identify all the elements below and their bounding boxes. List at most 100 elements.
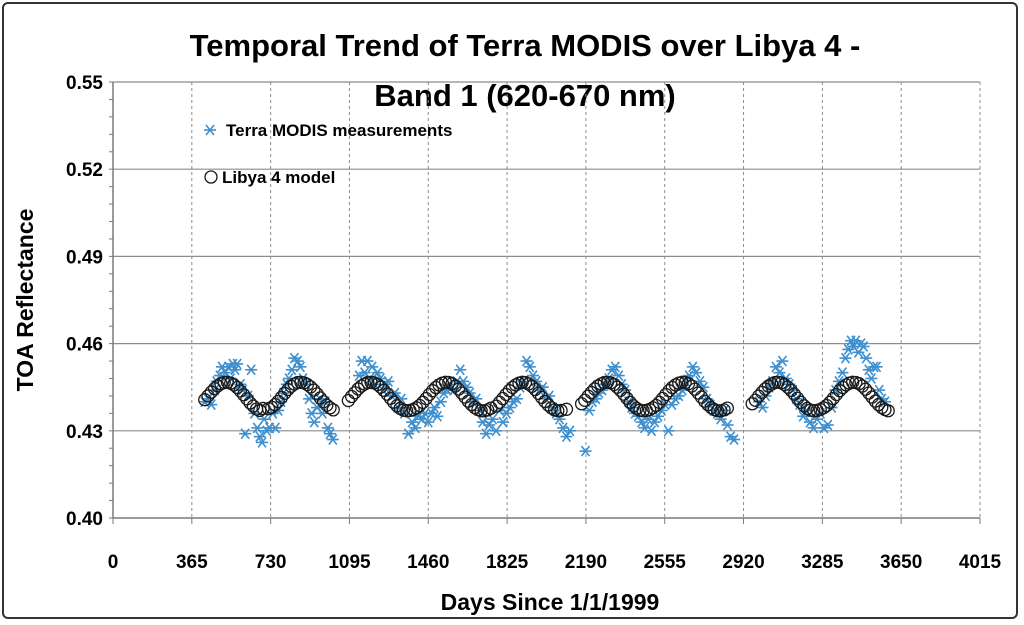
measurement-point (496, 416, 509, 428)
model-point (668, 378, 683, 392)
measurement-point (686, 361, 699, 373)
y-tick-label: 0.55 (66, 73, 103, 94)
measurement-point (665, 399, 678, 411)
measurement-point (503, 402, 516, 414)
y-tick-label: 0.40 (66, 509, 103, 530)
model-point (246, 399, 261, 413)
measurement-point (860, 352, 873, 364)
model-point (604, 376, 618, 390)
measurement-point (269, 422, 282, 434)
legend-label-model: Libya 4 model (222, 168, 335, 187)
model-point (813, 402, 827, 417)
measurement-point (870, 361, 883, 373)
measurement-point (769, 361, 782, 373)
x-tick-label: 365 (176, 552, 208, 573)
model-point (630, 401, 644, 416)
model-point (528, 382, 542, 397)
model-point (233, 384, 248, 398)
model-point (354, 379, 368, 393)
measurement-point (857, 341, 870, 353)
model-point (481, 403, 495, 417)
tick-labels: 0.40 0.43 0.46 0.49 0.52 0.55 0 365 730 1095 1460 1… (66, 73, 1002, 573)
measurement-point (563, 425, 576, 437)
model-point (865, 390, 879, 404)
model-point (858, 382, 873, 396)
measurement-point (371, 367, 384, 379)
measurement-point (510, 393, 523, 405)
model-point (211, 379, 225, 393)
measurement-point (836, 367, 849, 379)
x-axis-label: Days Since 1/1/1999 (441, 589, 660, 615)
measurement-point (434, 396, 447, 408)
measurement-point (523, 361, 536, 373)
measurement-point (422, 416, 435, 428)
model-point (383, 391, 398, 405)
model-point (534, 390, 549, 405)
model-point (253, 403, 267, 418)
model-point (862, 386, 876, 400)
measurement-point (291, 355, 304, 367)
model-point (655, 391, 670, 406)
measurement-point (231, 358, 244, 370)
measurement-point (431, 410, 444, 422)
y-tick-label: 0.52 (66, 160, 103, 181)
measurement-point (721, 419, 734, 431)
model-point (198, 393, 212, 407)
model-point (496, 391, 510, 406)
model-point (380, 387, 394, 401)
measurement-point (690, 367, 703, 379)
measurement-point (520, 355, 533, 367)
chart-frame (2, 2, 1018, 619)
measurement-point (648, 416, 661, 428)
x-tick-label: 4015 (959, 552, 1002, 573)
model-point (620, 391, 634, 405)
measurement-point (255, 436, 268, 448)
model-point (748, 393, 763, 407)
model-point (489, 399, 503, 413)
model-point (256, 401, 270, 416)
measurement-point (409, 422, 422, 434)
data-points (198, 335, 895, 457)
model-point (554, 403, 568, 418)
model-point (451, 382, 466, 396)
measurement-point (645, 425, 658, 437)
model-point (367, 376, 381, 390)
model-point (784, 383, 798, 398)
y-tick-label: 0.49 (66, 247, 103, 268)
measurement-point (251, 422, 264, 434)
y-tick-label: 0.46 (66, 335, 103, 356)
measurement-point (662, 425, 675, 437)
model-point (787, 387, 801, 401)
grid-lines (113, 81, 981, 518)
measurement-point (454, 364, 467, 376)
measurement-point (294, 361, 307, 373)
chart-title-line1: Temporal Trend of Terra MODIS over Libya… (190, 28, 861, 63)
x-tick-label: 3285 (801, 552, 844, 573)
model-point (432, 378, 446, 392)
model-point (326, 403, 340, 417)
model-point (710, 404, 725, 418)
model-point (574, 397, 589, 411)
model-point (458, 390, 472, 404)
x-tick-label: 1460 (407, 552, 449, 573)
model-point (344, 389, 359, 404)
measurement-point (245, 364, 258, 376)
measurement-point (229, 364, 242, 376)
model-point (455, 386, 469, 400)
model-point (499, 387, 513, 402)
model-point (617, 387, 631, 401)
model-point (761, 379, 776, 393)
measurement-point (776, 355, 789, 367)
model-point (691, 386, 705, 400)
axes (109, 81, 981, 524)
measurement-point (500, 407, 513, 419)
measurement-point (324, 428, 337, 440)
model-point (800, 401, 814, 416)
measurement-point (326, 434, 339, 446)
model-point (559, 402, 574, 416)
model-point (274, 390, 289, 405)
measurement-point (821, 419, 834, 431)
model-point (419, 391, 433, 406)
model-point (823, 395, 837, 409)
model-point (642, 402, 657, 417)
